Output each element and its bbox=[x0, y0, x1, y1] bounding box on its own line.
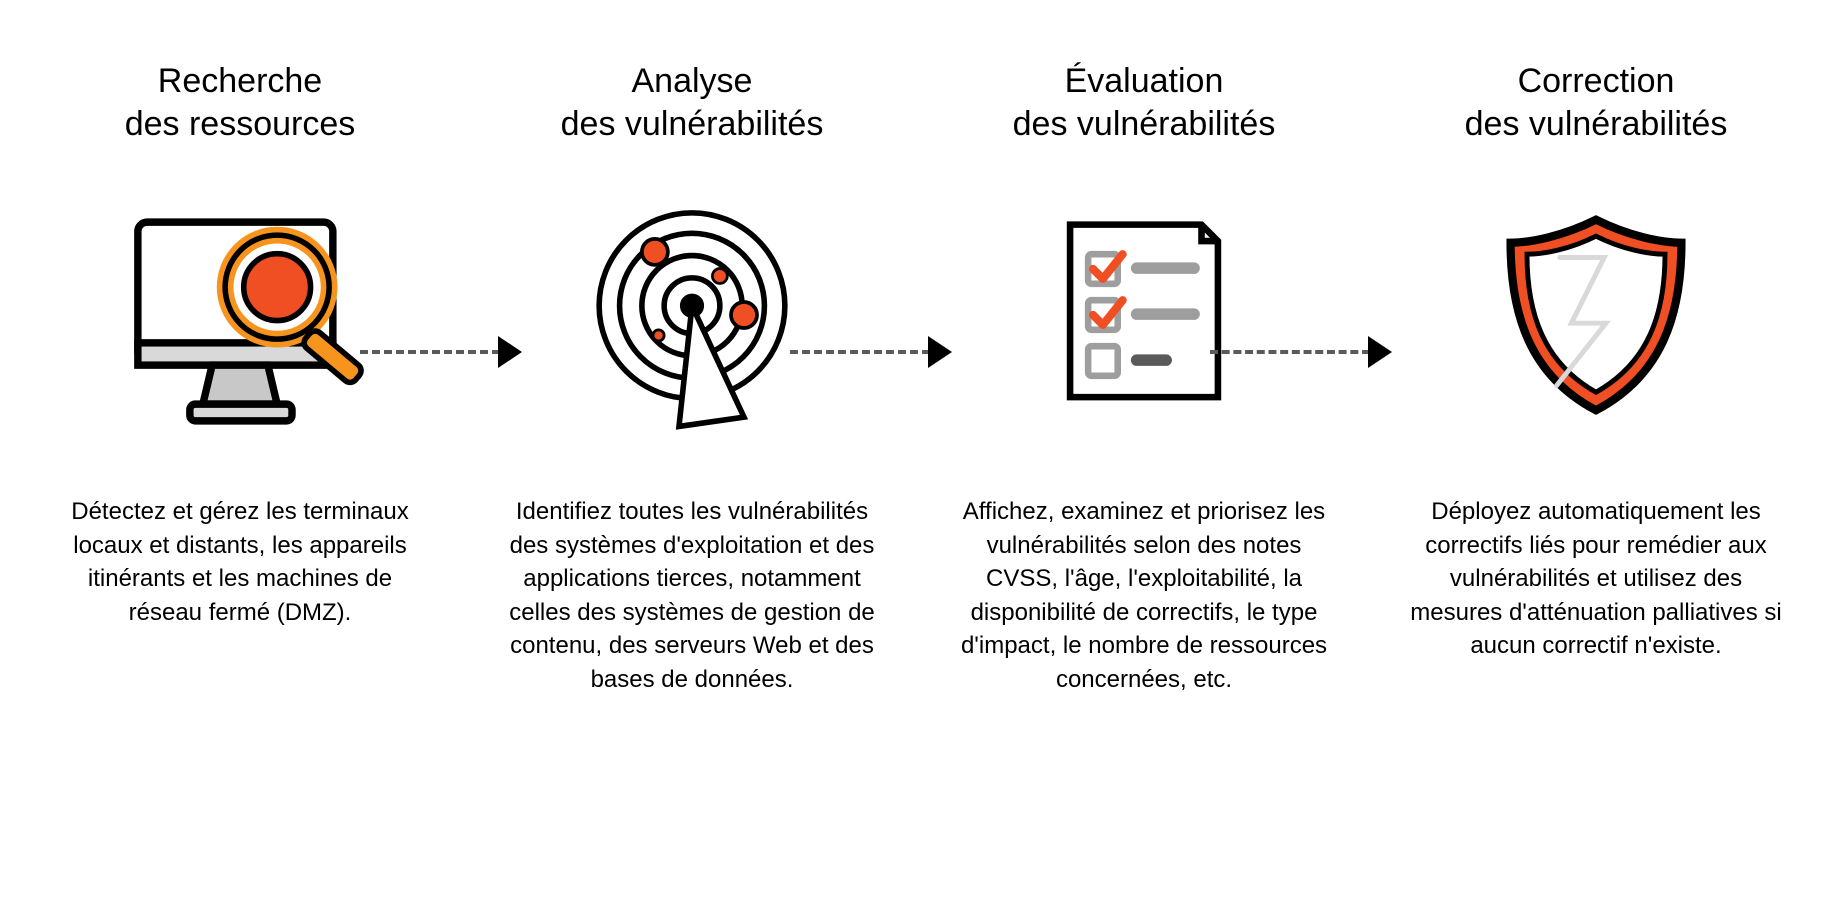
radar-icon bbox=[552, 175, 832, 455]
step-description: Identifiez toutes les vulnérabilités des… bbox=[502, 495, 882, 697]
monitor-magnifier-icon bbox=[100, 175, 380, 455]
arrowhead-icon bbox=[498, 336, 522, 368]
step-evaluation: Évaluation des vulnérabilités Affichez, … bbox=[944, 60, 1344, 697]
process-row: Recherche des ressources Détectez et gér… bbox=[0, 0, 1836, 697]
step-recherche: Recherche des ressources Détectez et gér… bbox=[40, 60, 440, 629]
step-title: Correction des vulnérabilités bbox=[1465, 60, 1728, 145]
checklist-icon bbox=[1004, 175, 1284, 455]
step-description: Affichez, examinez et priorisez les vuln… bbox=[954, 495, 1334, 697]
arrowhead-icon bbox=[928, 336, 952, 368]
step-title: Analyse des vulnérabilités bbox=[561, 60, 824, 145]
step-title: Évaluation des vulnérabilités bbox=[1013, 60, 1276, 145]
shield-icon bbox=[1456, 175, 1736, 455]
step-analyse: Analyse des vulnérabilités Identifie bbox=[492, 60, 892, 697]
arrowhead-icon bbox=[1368, 336, 1392, 368]
connector-3 bbox=[1210, 350, 1370, 354]
step-title: Recherche des ressources bbox=[125, 60, 356, 145]
step-description: Déployez automatiquement les correctifs … bbox=[1406, 495, 1786, 663]
connector-2 bbox=[790, 350, 930, 354]
step-description: Détectez et gérez les terminaux locaux e… bbox=[50, 495, 430, 629]
step-correction: Correction des vulnérabilités Déployez a… bbox=[1396, 60, 1796, 663]
connector-1 bbox=[360, 350, 500, 354]
